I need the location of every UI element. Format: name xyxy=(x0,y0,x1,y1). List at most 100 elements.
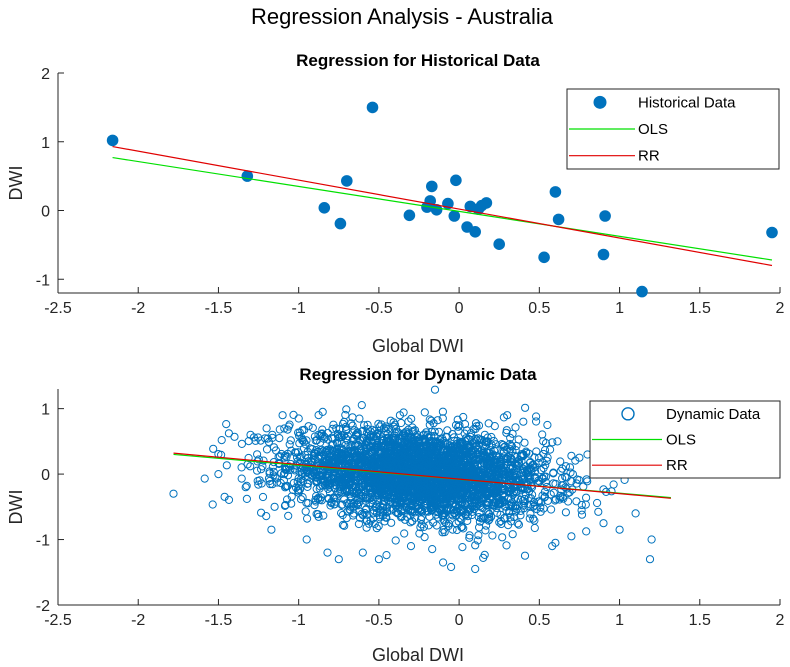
data-point xyxy=(354,484,363,494)
data-point xyxy=(342,405,351,414)
data-point xyxy=(208,500,217,509)
data-point xyxy=(439,558,448,567)
data-point xyxy=(457,449,466,458)
y-tick-label: 1 xyxy=(41,402,50,419)
data-point xyxy=(217,436,226,445)
data-point xyxy=(450,485,459,494)
data-point xyxy=(299,437,308,446)
x-tick-label: 0.5 xyxy=(528,300,550,317)
data-point xyxy=(512,441,521,451)
y-tick-label: -1 xyxy=(36,272,50,289)
data-point xyxy=(262,445,272,454)
data-point xyxy=(464,507,473,516)
data-point xyxy=(511,507,520,516)
data-point xyxy=(497,440,506,449)
data-point xyxy=(284,422,293,431)
rr-line xyxy=(112,145,773,267)
data-point xyxy=(543,420,552,430)
data-point xyxy=(481,526,490,535)
data-point xyxy=(645,555,655,564)
data-point xyxy=(498,533,507,542)
data-point xyxy=(538,251,550,264)
x-tick-label: 0 xyxy=(455,300,464,317)
data-point xyxy=(503,454,512,463)
data-point xyxy=(368,499,377,508)
data-point xyxy=(269,443,279,452)
data-point xyxy=(293,477,302,486)
x-tick-label: -2.5 xyxy=(44,612,72,629)
data-point xyxy=(397,505,407,514)
y-tick-label: -2 xyxy=(36,598,50,615)
data-point xyxy=(376,489,386,498)
data-point xyxy=(466,467,475,476)
data-point xyxy=(200,474,209,483)
data-point xyxy=(491,467,500,476)
data-point xyxy=(406,542,416,551)
data-point xyxy=(298,493,307,502)
data-point xyxy=(434,427,443,436)
data-point xyxy=(458,543,467,552)
data-point xyxy=(452,519,461,528)
data-point xyxy=(257,465,266,474)
data-point xyxy=(461,509,471,518)
data-point xyxy=(425,415,434,424)
data-point xyxy=(444,449,453,458)
data-point xyxy=(436,463,445,472)
data-point xyxy=(458,505,468,514)
data-point xyxy=(335,482,344,491)
data-point xyxy=(357,455,366,464)
data-point xyxy=(383,483,392,492)
data-point xyxy=(348,447,357,456)
data-point xyxy=(382,508,391,517)
data-point xyxy=(433,416,442,425)
data-point xyxy=(402,512,411,521)
data-point xyxy=(324,494,333,503)
data-point xyxy=(283,495,292,504)
data-point xyxy=(391,536,400,545)
data-point xyxy=(460,420,470,429)
data-point xyxy=(505,439,514,449)
data-point xyxy=(455,421,464,430)
data-point xyxy=(599,485,608,494)
data-point xyxy=(496,465,506,474)
data-point xyxy=(363,420,372,429)
data-point xyxy=(502,428,511,437)
data-point xyxy=(453,456,462,465)
data-point xyxy=(355,414,364,423)
data-point xyxy=(411,455,420,464)
data-point xyxy=(326,479,335,488)
data-point xyxy=(471,424,480,434)
data-point xyxy=(496,500,505,509)
data-point xyxy=(530,501,540,510)
legend-marker-icon xyxy=(593,95,607,109)
data-point xyxy=(404,417,413,426)
data-point xyxy=(379,451,388,460)
data-point xyxy=(293,486,302,495)
data-point xyxy=(506,513,515,522)
data-point xyxy=(504,521,513,530)
data-point xyxy=(270,502,279,511)
data-point xyxy=(434,471,443,480)
data-point xyxy=(502,541,511,550)
data-point xyxy=(513,475,522,484)
data-point xyxy=(514,459,523,469)
data-point xyxy=(530,516,539,525)
data-point xyxy=(376,508,385,517)
data-point xyxy=(393,443,402,452)
data-point xyxy=(354,519,363,529)
data-point xyxy=(340,417,349,426)
data-point xyxy=(339,445,348,454)
data-point xyxy=(468,507,477,516)
data-point xyxy=(400,529,409,538)
data-point xyxy=(508,447,517,456)
data-point xyxy=(271,473,280,482)
data-point xyxy=(311,497,320,506)
data-point xyxy=(371,503,380,512)
data-point xyxy=(416,523,425,532)
data-point xyxy=(571,456,580,465)
data-point xyxy=(318,471,327,481)
data-point xyxy=(294,474,303,483)
x-tick-label: -1 xyxy=(292,300,306,317)
dynamic-x-axis-label: Global DWI xyxy=(372,645,464,665)
dynamic-plot-title: Regression for Dynamic Data xyxy=(299,365,537,384)
